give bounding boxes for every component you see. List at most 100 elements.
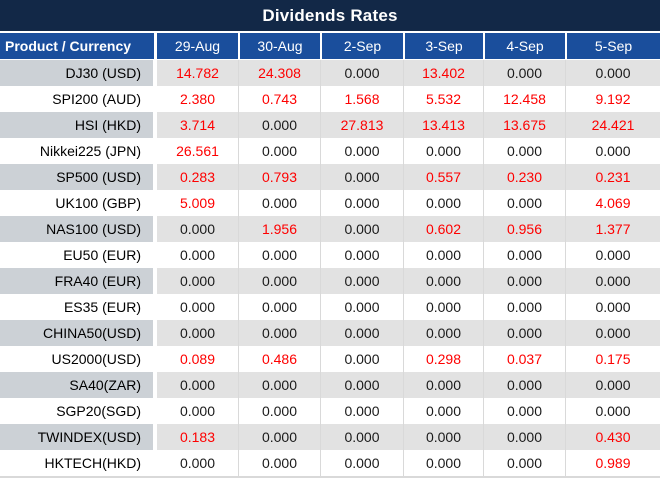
- value-cell: 0.000: [565, 320, 660, 346]
- product-cell: ES35 (EUR): [0, 294, 157, 320]
- table-row: CHINA50(USD) 0.000 0.000 0.000 0.000 0.000 0.0…: [0, 320, 660, 346]
- page-title: Dividends Rates: [262, 5, 398, 25]
- product-cell: US2000(USD): [0, 346, 157, 372]
- value-cell: 0.000: [320, 398, 403, 424]
- value-cell: 0.000: [320, 216, 403, 242]
- product-cell: HKTECH(HKD): [0, 450, 157, 476]
- column-header-date: 4-Sep: [483, 33, 565, 60]
- value-cell: 0.000: [238, 398, 320, 424]
- value-cell: 0.000: [320, 60, 403, 86]
- table-row: US2000(USD) 0.089 0.486 0.000 0.298 0.037 0.17…: [0, 346, 660, 372]
- value-cell: 0.000: [483, 372, 565, 398]
- value-cell: 0.000: [238, 294, 320, 320]
- value-cell: 2.380: [157, 86, 238, 112]
- value-cell: 5.009: [157, 190, 238, 216]
- value-cell: 0.000: [157, 372, 238, 398]
- value-cell: 5.532: [403, 86, 483, 112]
- dividends-table: Product / Currency 29-Aug 30-Aug 2-Sep 3-Se…: [0, 33, 660, 478]
- value-cell: 0.557: [403, 164, 483, 190]
- value-cell: 0.000: [403, 450, 483, 476]
- value-cell: 13.413: [403, 112, 483, 138]
- value-cell: 3.714: [157, 112, 238, 138]
- table-row: DJ30 (USD) 14.782 24.308 0.000 13.402 0.000 0.…: [0, 60, 660, 86]
- value-cell: 0.000: [238, 112, 320, 138]
- value-cell: 0.298: [403, 346, 483, 372]
- value-cell: 1.956: [238, 216, 320, 242]
- column-header-date: 2-Sep: [320, 33, 403, 60]
- value-cell: 0.000: [403, 294, 483, 320]
- value-cell: 4.069: [565, 190, 660, 216]
- value-cell: 0.486: [238, 346, 320, 372]
- value-cell: 0.000: [483, 138, 565, 164]
- value-cell: 0.000: [320, 294, 403, 320]
- product-cell: SPI200 (AUD): [0, 86, 157, 112]
- value-cell: 0.000: [320, 372, 403, 398]
- value-cell: 0.000: [483, 60, 565, 86]
- value-cell: 26.561: [157, 138, 238, 164]
- product-cell: HSI (HKD): [0, 112, 157, 138]
- value-cell: 0.793: [238, 164, 320, 190]
- value-cell: 0.000: [157, 268, 238, 294]
- value-cell: 24.308: [238, 60, 320, 86]
- value-cell: 0.000: [238, 320, 320, 346]
- value-cell: 27.813: [320, 112, 403, 138]
- value-cell: 0.000: [238, 268, 320, 294]
- value-cell: 0.000: [483, 424, 565, 450]
- table-row: HSI (HKD) 3.714 0.000 27.813 13.413 13.675 24.…: [0, 112, 660, 138]
- value-cell: 0.000: [403, 424, 483, 450]
- column-header-date: 3-Sep: [403, 33, 483, 60]
- value-cell: 0.000: [483, 190, 565, 216]
- value-cell: 0.089: [157, 346, 238, 372]
- product-cell: NAS100 (USD): [0, 216, 157, 242]
- value-cell: 1.568: [320, 86, 403, 112]
- product-cell: Nikkei225 (JPN): [0, 138, 157, 164]
- value-cell: 13.402: [403, 60, 483, 86]
- value-cell: 0.000: [565, 372, 660, 398]
- value-cell: 0.000: [565, 268, 660, 294]
- value-cell: 0.000: [403, 372, 483, 398]
- value-cell: 14.782: [157, 60, 238, 86]
- column-header-date: 5-Sep: [565, 33, 660, 60]
- column-header-product: Product / Currency: [0, 33, 157, 60]
- value-cell: 0.956: [483, 216, 565, 242]
- value-cell: 0.231: [565, 164, 660, 190]
- column-header-date: 30-Aug: [238, 33, 320, 60]
- column-header-date: 29-Aug: [157, 33, 238, 60]
- value-cell: 0.000: [565, 138, 660, 164]
- value-cell: 0.000: [157, 294, 238, 320]
- value-cell: 0.000: [238, 372, 320, 398]
- value-cell: 9.192: [565, 86, 660, 112]
- table-row: ES35 (EUR) 0.000 0.000 0.000 0.000 0.000 0.000: [0, 294, 660, 320]
- value-cell: 0.000: [403, 320, 483, 346]
- value-cell: 0.000: [403, 190, 483, 216]
- product-cell: CHINA50(USD): [0, 320, 157, 346]
- table-row: NAS100 (USD) 0.000 1.956 0.000 0.602 0.956 1.3…: [0, 216, 660, 242]
- value-cell: 0.000: [238, 424, 320, 450]
- header-row: Product / Currency 29-Aug 30-Aug 2-Sep 3-Se…: [0, 33, 660, 60]
- value-cell: 0.602: [403, 216, 483, 242]
- value-cell: 0.000: [157, 216, 238, 242]
- value-cell: 0.000: [403, 268, 483, 294]
- product-cell: UK100 (GBP): [0, 190, 157, 216]
- table-row: SP500 (USD) 0.283 0.793 0.000 0.557 0.230 0.23…: [0, 164, 660, 190]
- value-cell: 12.458: [483, 86, 565, 112]
- product-cell: SA40(ZAR): [0, 372, 157, 398]
- value-cell: 0.000: [403, 242, 483, 268]
- table-row: SA40(ZAR) 0.000 0.000 0.000 0.000 0.000 0.000: [0, 372, 660, 398]
- table-row: SGP20(SGD) 0.000 0.000 0.000 0.000 0.000 0.000: [0, 398, 660, 424]
- product-cell: EU50 (EUR): [0, 242, 157, 268]
- value-cell: 0.000: [483, 450, 565, 476]
- value-cell: 0.000: [483, 320, 565, 346]
- value-cell: 0.000: [403, 138, 483, 164]
- value-cell: 0.000: [565, 398, 660, 424]
- value-cell: 0.000: [320, 190, 403, 216]
- value-cell: 0.000: [157, 450, 238, 476]
- value-cell: 0.000: [238, 242, 320, 268]
- value-cell: 0.000: [320, 320, 403, 346]
- value-cell: 0.000: [565, 294, 660, 320]
- value-cell: 0.000: [157, 398, 238, 424]
- value-cell: 0.000: [320, 346, 403, 372]
- product-cell: SGP20(SGD): [0, 398, 157, 424]
- value-cell: 0.000: [320, 424, 403, 450]
- value-cell: 0.000: [157, 320, 238, 346]
